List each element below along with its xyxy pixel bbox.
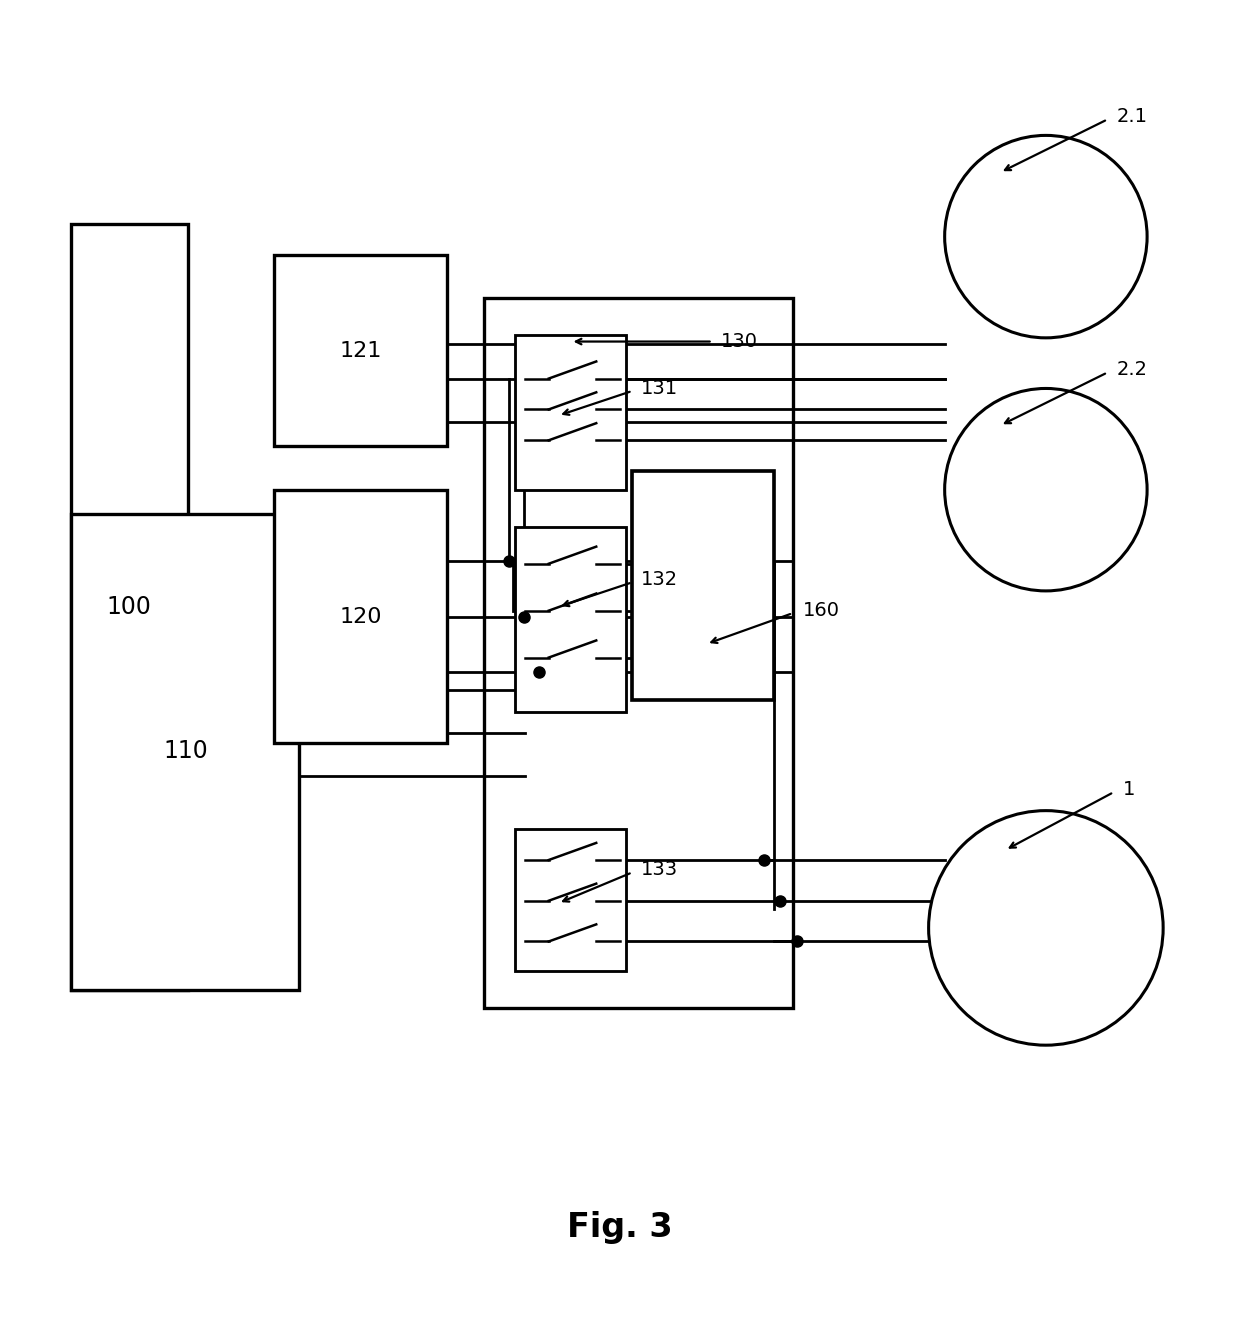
Bar: [274, 490, 448, 743]
Circle shape: [929, 811, 1163, 1045]
Circle shape: [945, 135, 1147, 338]
Text: 132: 132: [641, 570, 678, 590]
Text: 130: 130: [722, 333, 758, 351]
Bar: [515, 829, 626, 971]
Circle shape: [945, 388, 1147, 591]
Bar: [274, 256, 448, 447]
Bar: [632, 472, 774, 700]
Text: 133: 133: [641, 860, 678, 880]
Text: 1: 1: [1122, 780, 1135, 799]
Bar: [71, 514, 299, 990]
Bar: [515, 527, 626, 712]
Bar: [515, 335, 626, 490]
Text: 131: 131: [641, 379, 678, 398]
Text: Fig. 3: Fig. 3: [567, 1211, 673, 1244]
Text: 100: 100: [107, 595, 151, 619]
Text: 120: 120: [340, 607, 382, 627]
Text: 160: 160: [802, 602, 839, 620]
Text: 2.2: 2.2: [1116, 360, 1147, 379]
Bar: [484, 298, 792, 1008]
Text: 121: 121: [340, 342, 382, 362]
Bar: [71, 224, 188, 990]
Text: 2.1: 2.1: [1116, 107, 1147, 126]
Text: 110: 110: [164, 739, 208, 763]
